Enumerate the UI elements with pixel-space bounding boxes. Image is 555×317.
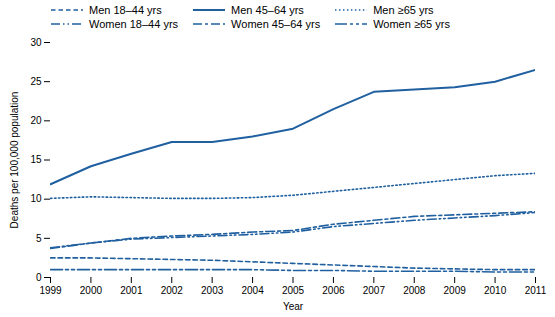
html-text:Men 18–44 yrs: Men 18–44 yrs <box>89 4 162 16</box>
svg-text:10: 10 <box>30 193 42 204</box>
svg-text:2005: 2005 <box>282 285 305 296</box>
svg-text:2009: 2009 <box>444 285 467 296</box>
svg-text:2003: 2003 <box>201 285 224 296</box>
html-text:Men 45–64 yrs: Men 45–64 yrs <box>231 4 304 16</box>
svg-text:30: 30 <box>30 37 42 48</box>
svg-text:1999: 1999 <box>39 285 62 296</box>
svg-text:5: 5 <box>36 233 42 244</box>
svg-text:2001: 2001 <box>120 285 143 296</box>
svg-text:2008: 2008 <box>403 285 426 296</box>
svg-text:2007: 2007 <box>363 285 386 296</box>
svg-text:Year: Year <box>283 301 304 312</box>
svg-text:2010: 2010 <box>484 285 507 296</box>
svg-text:2000: 2000 <box>80 285 103 296</box>
svg-text:0: 0 <box>36 272 42 283</box>
html-text:Men ≥65 yrs: Men ≥65 yrs <box>373 4 434 16</box>
svg-text:2011: 2011 <box>525 285 547 296</box>
svg-text:15: 15 <box>30 154 42 165</box>
svg-text:25: 25 <box>30 76 42 87</box>
svg-text:2004: 2004 <box>241 285 264 296</box>
html-text:Women ≥65 yrs: Women ≥65 yrs <box>373 18 450 30</box>
svg-text:2002: 2002 <box>161 285 184 296</box>
svg-text:Deaths per 100,000 population: Deaths per 100,000 population <box>9 92 20 229</box>
svg-text:20: 20 <box>30 115 42 126</box>
html-text:Women 18–44 yrs: Women 18–44 yrs <box>89 18 179 30</box>
svg-text:2006: 2006 <box>322 285 345 296</box>
html-text:Women 45–64 yrs: Women 45–64 yrs <box>231 18 321 30</box>
